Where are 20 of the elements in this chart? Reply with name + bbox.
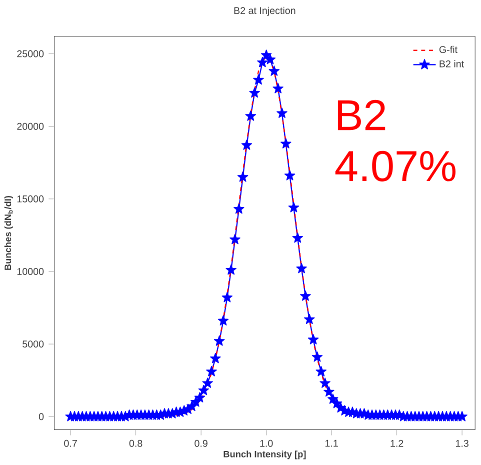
chart-title: B2 at Injection xyxy=(234,6,296,16)
x-tick-label: 0.8 xyxy=(129,440,142,447)
y-tick-label: 5000 xyxy=(22,340,44,348)
annotation: 4.07% xyxy=(335,150,456,182)
y-tick-label: 0 xyxy=(38,413,44,420)
x-tick-label: 0.7 xyxy=(64,440,77,447)
x-tick-label: 1.1 xyxy=(325,440,338,447)
x-tick-label: 1.2 xyxy=(390,440,404,447)
x-tick-label: 1.3 xyxy=(456,440,468,447)
legend-label: B2 int xyxy=(440,60,464,68)
y-axis-title: Bunches (dN$_{b}$/dI) xyxy=(4,196,13,270)
annotation: B2 xyxy=(338,100,386,130)
y-tick-label: 15000 xyxy=(17,195,44,202)
y-tick-label: 25000 xyxy=(17,50,44,58)
legend-label: G-fit xyxy=(439,46,458,54)
y-tick-label: 20000 xyxy=(17,122,44,130)
x-tick-label: 0.9 xyxy=(194,440,208,447)
x-axis-title: Bunch Intensity [p] xyxy=(224,450,306,460)
y-tick-label: 10000 xyxy=(17,268,44,275)
x-tick-label: 1.0 xyxy=(260,440,273,447)
